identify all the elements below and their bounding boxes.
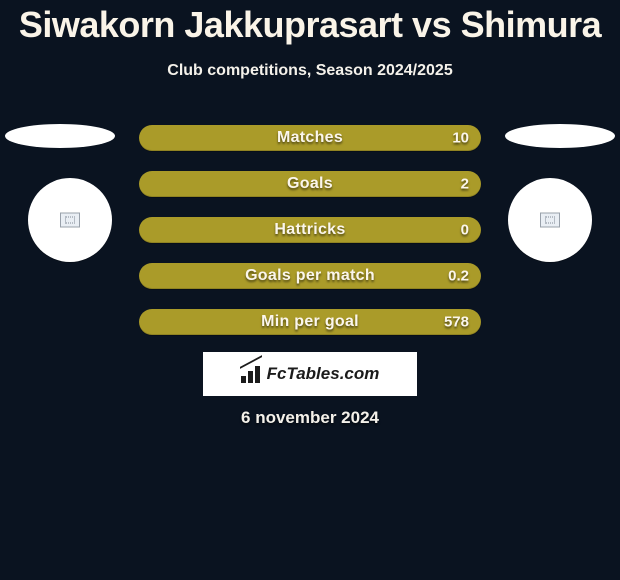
stat-bar: Matches 10 (139, 125, 481, 151)
player-right-badge (508, 178, 592, 262)
player-right-photo (505, 124, 615, 148)
stat-label: Goals (139, 175, 481, 193)
stat-value-right: 2 (461, 176, 469, 193)
stat-bar-group: Matches 10 Goals 2 Hattricks 0 Goals per… (139, 125, 481, 355)
stat-bar: Goals per match 0.2 (139, 263, 481, 289)
stat-label: Min per goal (139, 313, 481, 331)
stat-value-right: 0.2 (448, 268, 469, 285)
page-date: 6 november 2024 (0, 408, 620, 428)
player-left-photo (5, 124, 115, 148)
stat-value-right: 10 (452, 130, 469, 147)
page-title: Siwakorn Jakkuprasart vs Shimura (0, 4, 620, 46)
page-subtitle: Club competitions, Season 2024/2025 (0, 62, 620, 80)
stat-bar: Goals 2 (139, 171, 481, 197)
stat-bar: Min per goal 578 (139, 309, 481, 335)
stat-label: Hattricks (139, 221, 481, 239)
player-left-badge (28, 178, 112, 262)
stat-value-right: 0 (461, 222, 469, 239)
bar-chart-icon (241, 365, 263, 383)
flag-icon (540, 213, 560, 228)
stat-label: Matches (139, 129, 481, 147)
brand-text: FcTables.com (267, 364, 380, 384)
brand-box: FcTables.com (203, 352, 417, 396)
stat-value-right: 578 (444, 314, 469, 331)
stat-bar: Hattricks 0 (139, 217, 481, 243)
stat-label: Goals per match (139, 267, 481, 285)
flag-icon (60, 213, 80, 228)
brand: FcTables.com (241, 364, 380, 384)
comparison-card: Siwakorn Jakkuprasart vs Shimura Club co… (0, 0, 620, 580)
